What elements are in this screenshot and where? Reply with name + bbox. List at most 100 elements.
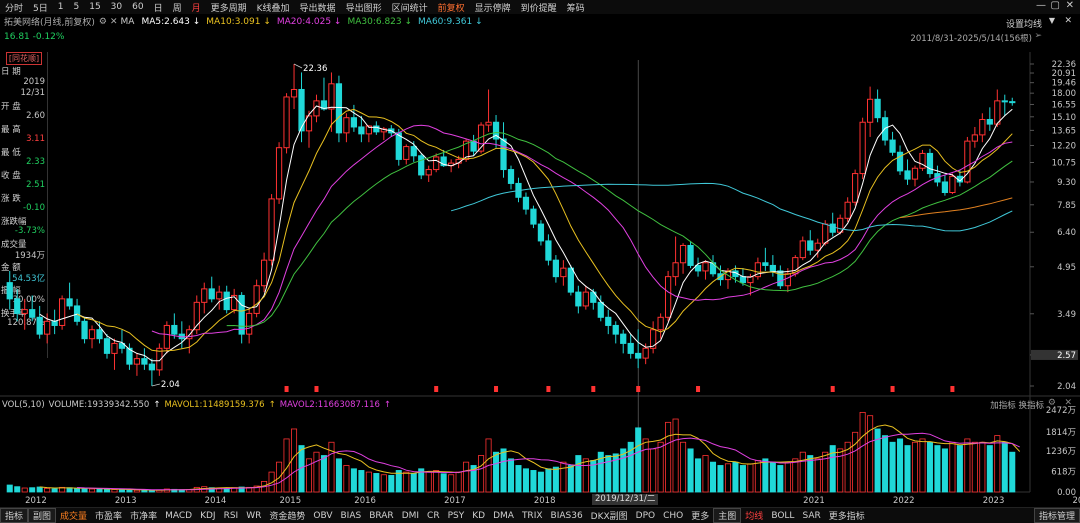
indicator-tab-2[interactable]: 成交量 xyxy=(60,512,88,522)
indicator-tab-6[interactable]: KDJ xyxy=(200,510,216,521)
volume-bar xyxy=(485,438,492,493)
candle-body xyxy=(231,294,238,311)
price-tick-label: 18.00 xyxy=(1052,89,1076,99)
volume-bar xyxy=(365,471,372,493)
close-icon[interactable]: ✕ xyxy=(109,16,118,27)
volume-bar xyxy=(964,438,971,493)
indicator-tab-22[interactable]: CHO xyxy=(663,510,684,521)
toolbar-item-4[interactable]: 15 xyxy=(89,2,101,12)
toolbar-item-6[interactable]: 60 xyxy=(132,2,144,12)
volume-bar xyxy=(66,487,73,493)
event-marker xyxy=(546,386,551,392)
year-label: 2018 xyxy=(534,496,556,506)
indicator-tab-27[interactable]: SAR xyxy=(802,510,821,521)
gear-icon[interactable]: ⚙ xyxy=(98,16,107,27)
candle-body xyxy=(664,276,672,318)
info-label: 开 盘 xyxy=(1,101,21,112)
volume-bar xyxy=(261,480,268,493)
indicator-tab-3[interactable]: 市盈率 xyxy=(95,512,123,522)
indicator-tab-7[interactable]: RSI xyxy=(223,510,239,521)
volume-tick-label: 1236万 xyxy=(1046,447,1076,457)
indicator-tab-14[interactable]: CR xyxy=(427,510,440,521)
close-ma-icon[interactable]: ✕ xyxy=(1064,16,1072,26)
indicator-tab-12[interactable]: BRAR xyxy=(369,510,394,521)
pin-icon[interactable]: ➢ xyxy=(1034,31,1042,41)
indicator-tab-16[interactable]: KD xyxy=(472,510,486,521)
candle-body xyxy=(403,146,410,160)
toolbar-item-8[interactable]: 周 xyxy=(172,3,182,14)
close-vol-icon[interactable]: ✕ xyxy=(1064,398,1072,408)
ma30-line xyxy=(226,131,1013,327)
window-max-icon[interactable]: ▢ xyxy=(1050,0,1060,11)
candle-body xyxy=(635,352,642,359)
candle-body xyxy=(545,240,552,261)
indicator-tab-29[interactable]: 指标管理 xyxy=(1033,508,1080,523)
indicator-tab-21[interactable]: DPO xyxy=(635,510,656,521)
indicator-tab-23[interactable]: 更多 xyxy=(691,512,710,522)
volume-bar xyxy=(702,455,709,493)
toolbar-item-11[interactable]: K线叠加 xyxy=(256,3,290,14)
price-tick-label: 12.20 xyxy=(1052,141,1076,151)
volume-bar xyxy=(762,458,769,493)
candle-body xyxy=(597,301,604,318)
indicator-tab-1[interactable]: 副图 xyxy=(28,508,57,523)
indicator-tab-17[interactable]: DMA xyxy=(493,510,514,521)
toolbar-item-16[interactable]: 显示停牌 xyxy=(474,3,511,14)
toolbar-item-0[interactable]: 分时 xyxy=(5,3,24,14)
toolbar-item-5[interactable]: 30 xyxy=(110,2,123,12)
toolbar-item-9[interactable]: 月 xyxy=(191,3,201,14)
indicator-tab-5[interactable]: MACD xyxy=(165,510,193,521)
period-toolbar: 分时 5日 1 5 15 30 60 日周月更多周期 K线叠加 导出数据 导出图形 区间统计 前复权 显示… xyxy=(0,0,1080,14)
event-marker xyxy=(950,386,955,392)
volume-bar xyxy=(74,487,81,493)
chevron-down-icon[interactable]: ▼ xyxy=(1048,16,1055,25)
candle-body xyxy=(859,121,866,175)
window-min-icon[interactable]: — xyxy=(1036,0,1046,11)
info-panel-title: [同花顺] xyxy=(6,52,42,65)
toolbar-item-1[interactable]: 5日 xyxy=(33,3,48,14)
indicator-tab-4[interactable]: 市净率 xyxy=(130,512,158,522)
candle-body xyxy=(455,158,462,164)
settings-ma-button[interactable]: 设置均线 xyxy=(1005,20,1042,30)
volume-bar xyxy=(867,415,874,493)
candle-body xyxy=(792,257,799,275)
toolbar-item-17[interactable]: 到价提醒 xyxy=(520,3,557,14)
toolbar-item-3[interactable]: 5 xyxy=(73,2,80,12)
candle-body xyxy=(627,342,634,354)
toolbar-item-15[interactable]: 前复权 xyxy=(437,3,465,14)
indicator-tab-18[interactable]: TRIX xyxy=(521,510,543,521)
price-tick-label: 2.04 xyxy=(1057,382,1076,392)
candle-body xyxy=(373,125,380,133)
settings-gear-icon[interactable]: ⚙ xyxy=(1047,398,1056,408)
indicator-tab-13[interactable]: DMI xyxy=(401,510,420,521)
indicator-tab-15[interactable]: PSY xyxy=(447,510,465,521)
indicator-tab-11[interactable]: BIAS xyxy=(340,510,362,521)
indicator-tab-10[interactable]: OBV xyxy=(313,510,333,521)
year-label: 2017 xyxy=(444,496,466,506)
window-close-icon[interactable]: ✕ xyxy=(1065,0,1074,11)
indicator-tab-25[interactable]: 均线 xyxy=(745,512,764,522)
toolbar-item-10[interactable]: 更多周期 xyxy=(210,3,247,14)
indicator-tab-8[interactable]: WR xyxy=(246,510,262,521)
low-annotation: 2.04 xyxy=(161,380,180,390)
indicator-tab-20[interactable]: DKX副图 xyxy=(590,512,628,522)
indicator-tab-19[interactable]: BIAS36 xyxy=(550,510,583,521)
toolbar-item-7[interactable]: 日 xyxy=(153,3,163,14)
toolbar-item-14[interactable]: 区间统计 xyxy=(391,3,428,14)
indicator-tab-9[interactable]: 资金趋势 xyxy=(269,512,306,522)
indicator-tab-26[interactable]: BOLL xyxy=(771,510,795,521)
indicator-tab-28[interactable]: 更多指标 xyxy=(828,512,865,522)
indicator-tab-24[interactable]: 主图 xyxy=(713,508,742,523)
toolbar-item-13[interactable]: 导出图形 xyxy=(345,3,382,14)
toolbar-item-18[interactable]: 筹码 xyxy=(566,3,585,14)
indicator-tab-0[interactable]: 指标 xyxy=(0,508,29,523)
ma-label: MA xyxy=(120,16,135,27)
toolbar-item-12[interactable]: 导出数据 xyxy=(299,3,336,14)
indicator-buttons[interactable]: 加指标 换指标 xyxy=(990,401,1044,411)
candle-body xyxy=(380,128,387,133)
volume-bar xyxy=(463,461,470,493)
volume-bar xyxy=(926,441,933,493)
info-label: 涨 跌 xyxy=(1,193,21,204)
candle-body xyxy=(141,358,148,365)
toolbar-item-2[interactable]: 1 xyxy=(57,2,64,12)
